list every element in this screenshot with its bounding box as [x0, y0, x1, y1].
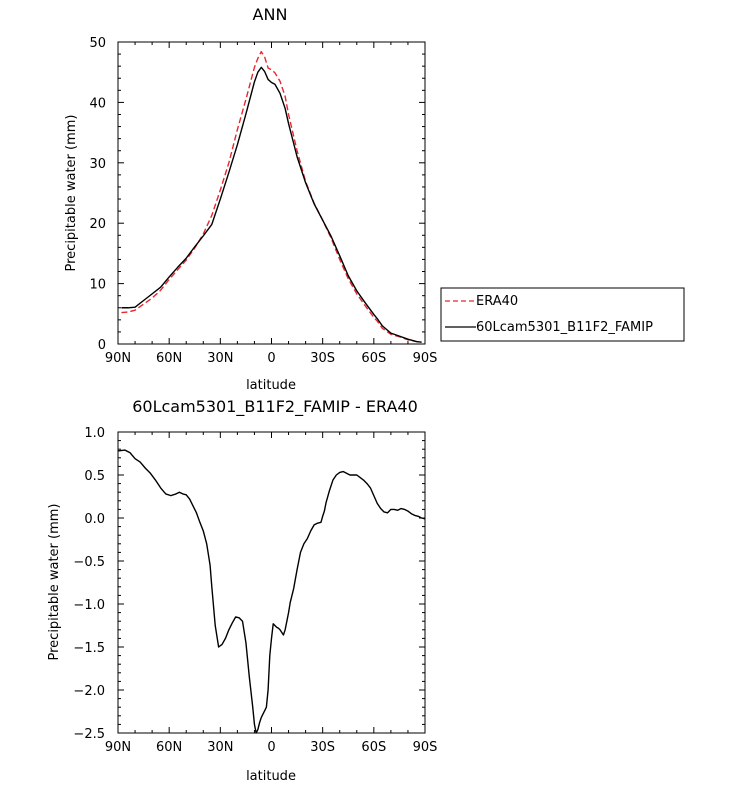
bottom-y-axis-label: Precipitable water (mm)	[47, 504, 62, 661]
bottom-x-tick-label: 90S	[413, 740, 438, 755]
top-y-tick-label: 40	[89, 96, 106, 111]
top-y-tick-label: 20	[89, 217, 106, 232]
top-plot: ANN 90N 60N 30N 0 30S 60S 90S 0 10 20 30 40 50 latit…	[64, 5, 437, 393]
bottom-y-tick-label: −1.5	[73, 641, 105, 656]
top-x-tick-label: 90N	[105, 351, 131, 366]
bottom-x-tick-label: 30S	[310, 740, 335, 755]
bottom-plot-frame	[117, 431, 426, 734]
top-y-tick-label: 50	[89, 36, 106, 51]
bottom-y-tick-label: 0.5	[84, 469, 105, 484]
top-x-tick-label: 0	[267, 351, 275, 366]
bottom-y-tick-label: −2.0	[73, 684, 105, 699]
bottom-series-line-0	[117, 449, 426, 734]
bottom-plot-title: 60Lcam5301_B11F2_FAMIP - ERA40	[132, 397, 418, 417]
bottom-x-tick-label: 60N	[156, 740, 182, 755]
top-plot-title: ANN	[253, 5, 288, 24]
top-x-axis-label: latitude	[246, 378, 296, 393]
bottom-y-tick-label: −1.0	[73, 598, 105, 613]
top-series-line-1	[121, 66, 422, 343]
legend: ERA40 60Lcam5301_B11F2_FAMIP	[440, 287, 685, 342]
top-x-tick-label: 30S	[310, 351, 335, 366]
top-x-tick-label: 60S	[361, 351, 386, 366]
legend-label-model: 60Lcam5301_B11F2_FAMIP	[476, 320, 653, 335]
top-x-tick-label: 90S	[413, 351, 438, 366]
top-y-tick-label: 30	[89, 157, 106, 172]
bottom-y-tick-label: −0.5	[73, 555, 105, 570]
bottom-series-lines	[117, 449, 426, 734]
top-y-tick-label: 0	[98, 338, 106, 353]
bottom-axis-ticks: 90N 60N 30N 0 30S 60S 90S 1.0 0.5 0.0 −0.5 −1.0 −1.5…	[73, 426, 437, 755]
bottom-x-tick-label: 60S	[361, 740, 386, 755]
bottom-x-tick-label: 90N	[105, 740, 131, 755]
bottom-y-tick-label: 0.0	[84, 512, 105, 527]
top-axis-ticks: 90N 60N 30N 0 30S 60S 90S 0 10 20 30 40 50	[89, 36, 437, 366]
top-x-tick-label: 60N	[156, 351, 182, 366]
legend-box	[440, 287, 685, 342]
bottom-y-tick-label: 1.0	[84, 426, 105, 441]
top-series-lines	[121, 50, 422, 343]
bottom-plot: 60Lcam5301_B11F2_FAMIP - ERA40 90N 60N 30N…	[47, 397, 437, 784]
top-plot-frame	[117, 41, 426, 345]
bottom-x-tick-label: 30N	[207, 740, 233, 755]
top-y-axis-label: Precipitable water (mm)	[64, 115, 79, 272]
top-series-line-0	[121, 50, 422, 343]
legend-label-era40: ERA40	[476, 294, 518, 309]
bottom-x-axis-label: latitude	[246, 769, 296, 784]
top-x-tick-label: 30N	[207, 351, 233, 366]
bottom-x-tick-label: 0	[267, 740, 275, 755]
bottom-y-tick-label: −2.5	[73, 727, 105, 742]
top-y-tick-label: 10	[89, 278, 106, 293]
